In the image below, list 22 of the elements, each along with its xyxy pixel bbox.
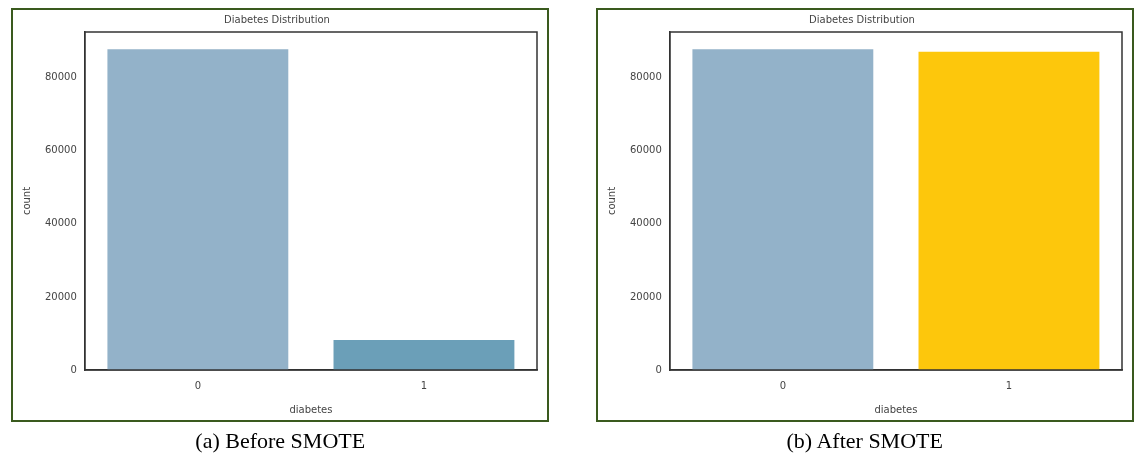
y-tick-label: 40000: [629, 217, 662, 229]
x-tick-label: 1: [1005, 379, 1012, 391]
x-tick-label: 0: [194, 379, 202, 391]
y-axis-title: count: [20, 186, 32, 216]
y-tick-label: 40000: [45, 217, 78, 229]
y-tick-label: 80000: [45, 71, 78, 83]
y-tick-label: 20000: [45, 290, 78, 302]
y-tick-label: 20000: [629, 290, 662, 302]
y-axis-title: count: [605, 186, 617, 216]
y-tick-label: 0: [655, 363, 662, 375]
chart-title: Diabetes Distribution: [808, 13, 915, 25]
y-tick-label: 60000: [629, 144, 662, 156]
y-tick-label: 80000: [629, 71, 662, 83]
text: (b) After SMOTE: [786, 428, 943, 454]
text: (a) Before SMOTE: [195, 428, 366, 454]
x-axis-title: diabetes: [289, 403, 333, 415]
x-axis-title: diabetes: [874, 403, 918, 415]
y-tick-label: 0: [70, 363, 78, 375]
y-tick-label: 60000: [45, 144, 78, 156]
chart-title: Diabetes Distribution: [224, 13, 331, 25]
x-tick-label: 1: [421, 379, 428, 391]
x-tick-label: 0: [779, 379, 786, 391]
